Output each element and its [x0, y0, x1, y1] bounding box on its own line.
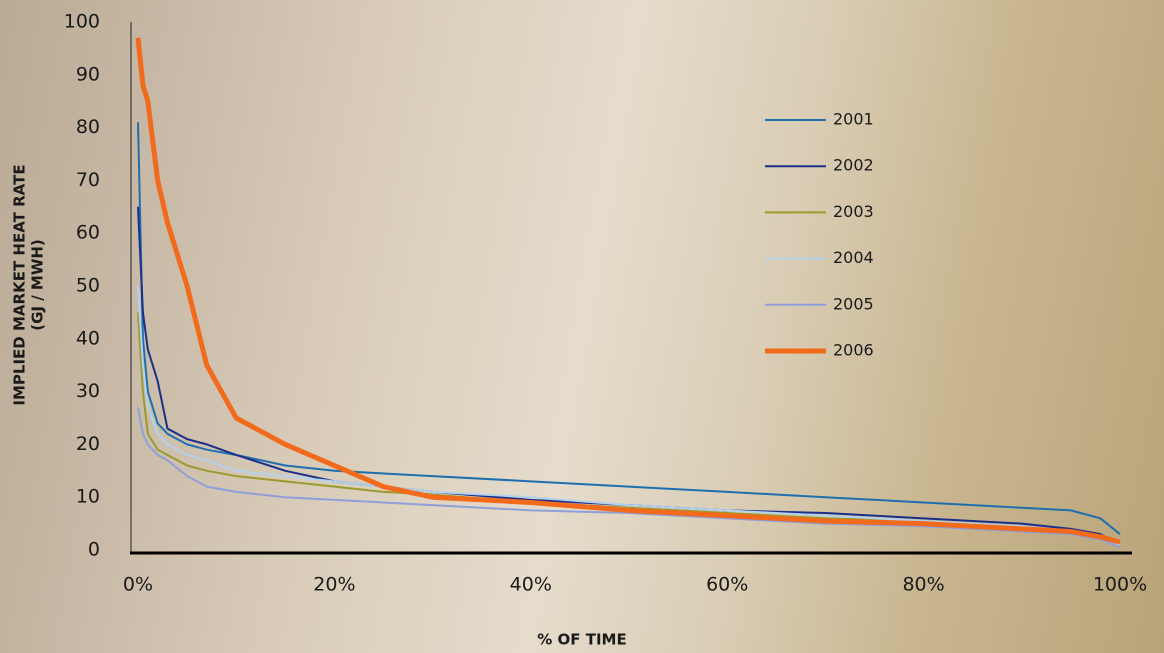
y-tick-label: 20: [76, 433, 100, 455]
x-tick-label: 40%: [510, 574, 552, 596]
x-axis-title: % OF TIME: [537, 631, 626, 649]
y-tick-label: 80: [76, 116, 100, 138]
y-tick-label: 70: [76, 169, 100, 191]
x-tick-label: 0%: [123, 574, 153, 596]
y-tick-label: 0: [88, 539, 100, 561]
y-tick-label: 90: [76, 63, 100, 85]
legend-label: 2003: [833, 202, 874, 221]
line: [138, 122, 1120, 534]
x-tick-label: 60%: [706, 574, 748, 596]
legend-label: 2005: [833, 294, 874, 313]
y-tick-label: 30: [76, 380, 100, 402]
y-tick-label: 10: [76, 486, 100, 508]
x-tick-label: 80%: [902, 574, 944, 596]
y-tick-label: 100: [64, 11, 100, 33]
legend-label: 2004: [833, 248, 874, 267]
y-tick-label: 60: [76, 222, 100, 244]
line: [138, 207, 1120, 545]
chart: % OF TIME IMPLIED MARKET HEAT RATE (GJ /…: [0, 0, 1164, 653]
x-tick-label: 100%: [1093, 574, 1147, 596]
y-axis-title: (GJ / MWH): [29, 239, 47, 331]
legend-label: 2001: [833, 110, 874, 129]
y-tick-label: 50: [76, 275, 100, 297]
y-tick-label: 40: [76, 327, 100, 349]
y-axis-title: IMPLIED MARKET HEAT RATE: [11, 164, 29, 405]
legend-label: 2006: [833, 341, 874, 360]
legend-label: 2002: [833, 156, 874, 175]
x-tick-label: 20%: [313, 574, 355, 596]
